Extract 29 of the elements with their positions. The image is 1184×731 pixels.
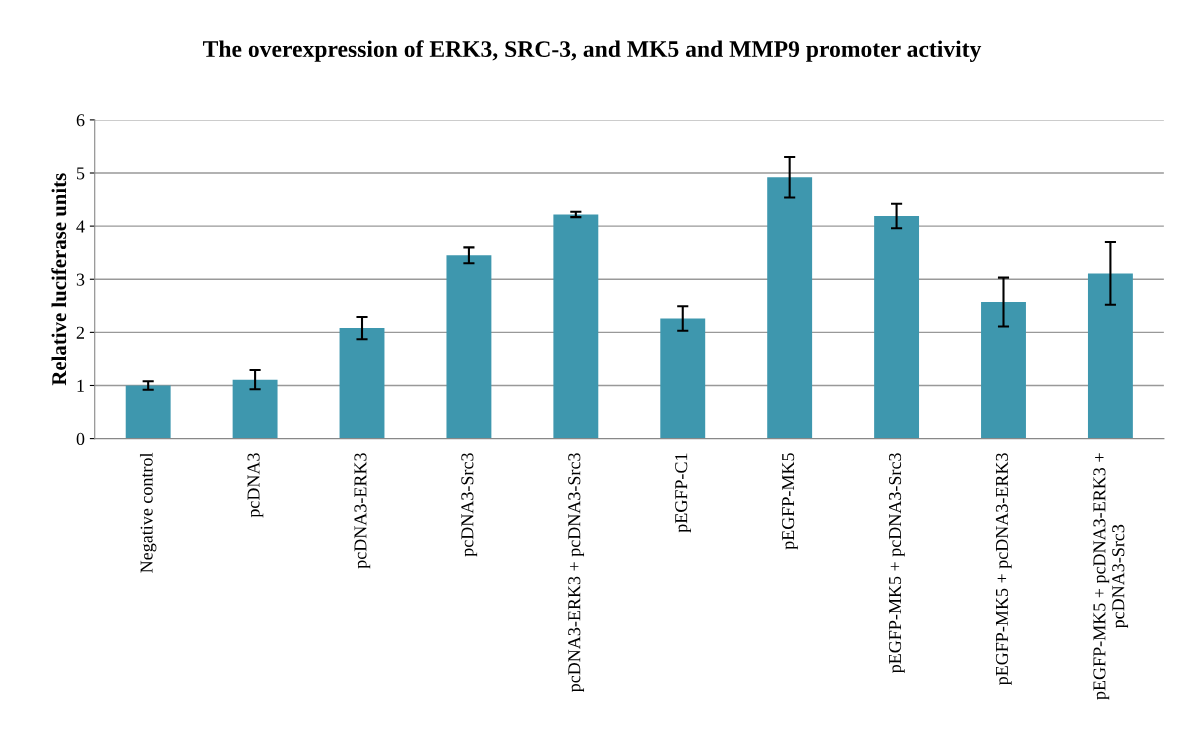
bar	[553, 214, 599, 439]
x-tick-label: pcDNA3	[247, 453, 264, 518]
bar	[339, 328, 385, 439]
x-tick-label: pEGFP-MK5 + pcDNA3-ERK3 + pcDNA3-Src3	[1093, 453, 1129, 700]
x-tick-label: pEGFP-MK5 + pcDNA3-Src3	[888, 453, 905, 674]
x-tick-label: pEGFP-MK5	[782, 453, 798, 550]
bar	[1087, 273, 1133, 439]
bar	[660, 318, 706, 439]
x-tick-label: pcDNA3-ERK3	[354, 453, 371, 569]
y-tick-label: 5	[77, 167, 85, 180]
y-tick-label: 1	[77, 379, 84, 392]
x-tick-label: pEGFP-C1	[675, 453, 691, 533]
y-tick-label: 4	[76, 220, 85, 233]
y-axis-title: Relative luciferase units	[51, 173, 67, 386]
y-tick-label: 0	[76, 432, 85, 446]
chart-title: The overexpression of ERK3, SRC-3, and MK5 and MMP9 promoter activity	[202, 40, 982, 62]
y-tick-label: 6	[76, 114, 85, 127]
y-tick-label: 2	[76, 326, 84, 339]
bar	[446, 255, 492, 439]
x-tick-label: pEGFP-MK5 + pcDNA3-ERK3	[995, 453, 1012, 686]
y-tick-label: 3	[76, 273, 85, 286]
x-tick-label: pcDNA3-Src3	[461, 453, 478, 557]
bar	[767, 177, 813, 439]
bar	[981, 302, 1026, 439]
x-tick-label: pcDNA3-ERK3 + pcDNA3-Src3	[568, 453, 585, 693]
bar	[125, 385, 171, 439]
bar	[232, 379, 278, 439]
x-tick-label: Negative control	[139, 452, 157, 573]
bar	[874, 216, 920, 439]
